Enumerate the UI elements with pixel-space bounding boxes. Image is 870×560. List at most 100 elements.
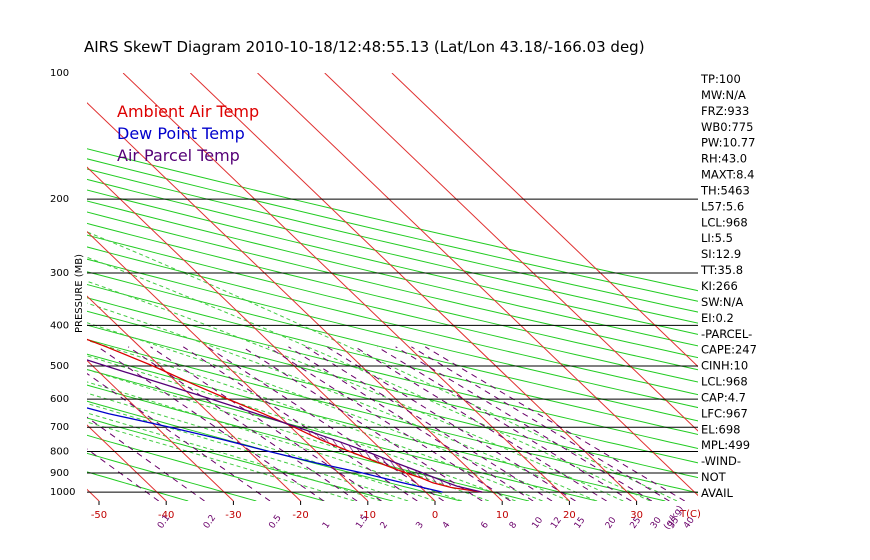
moist-adiabat	[87, 392, 436, 501]
dry-adiabat	[87, 158, 698, 302]
dry-adiabat	[87, 258, 698, 409]
dry-adiabat	[87, 417, 393, 501]
isotherm	[122, 73, 570, 501]
bottom-temp-tick-label: -50	[91, 510, 107, 521]
mixing-ratio-line	[354, 346, 607, 501]
mixing-ratio-line	[288, 346, 534, 501]
bottom-temp-tick-label: -30	[225, 510, 241, 521]
dry-adiabat	[87, 168, 698, 313]
mixing-ratio-line	[150, 346, 382, 501]
pressure-tick-label: 300	[50, 268, 69, 279]
dry-adiabat	[87, 222, 698, 371]
mixing-ratio-label: 0.5	[267, 513, 283, 530]
dry-adiabat	[87, 246, 698, 396]
mixing-ratio-label: 2	[379, 520, 390, 530]
mixing-ratio-line	[305, 346, 553, 501]
mixing-ratio-line	[424, 346, 686, 501]
isotherm	[189, 73, 637, 501]
bottom-temp-tick-label: 30	[630, 510, 643, 521]
stability-index: NOT	[701, 470, 727, 484]
stability-index: LFC:967	[701, 406, 748, 420]
mixing-ratio-line	[376, 346, 632, 501]
dry-adiabat	[87, 434, 325, 501]
mixing-ratio-line	[97, 346, 325, 501]
isotherm	[0, 73, 32, 501]
mixing-ratio-line	[87, 416, 205, 501]
pressure-tick-label: 200	[50, 194, 69, 205]
mixing-ratio-line	[411, 346, 670, 501]
mixing-ratio-label: 0.2	[202, 513, 218, 530]
legend-dew-point-temp: Dew Point Temp	[117, 124, 245, 143]
mixing-ratio-line	[395, 346, 653, 501]
dew-point-temp-line	[87, 407, 443, 493]
dry-adiabat	[87, 297, 698, 449]
stability-index: MAXT:8.4	[701, 168, 754, 182]
isotherm	[87, 102, 503, 501]
mixing-ratio-label: 8	[508, 520, 520, 531]
isotherm	[391, 73, 698, 368]
bottom-temp-tick-label: -20	[292, 510, 308, 521]
mixing-ratio-line	[241, 346, 483, 501]
dry-adiabat	[87, 452, 257, 501]
pressure-tick-label: 400	[50, 320, 69, 331]
stability-index: RH:43.0	[701, 152, 747, 166]
moist-adiabat	[87, 355, 516, 501]
mixing-ratio-line	[127, 346, 358, 501]
mixing-ratio-line	[87, 372, 271, 501]
stability-index: CAP:4.7	[701, 390, 746, 404]
mixing-ratio-line	[182, 346, 418, 501]
stability-index: LCL:968	[701, 375, 748, 389]
dry-adiabat	[87, 211, 698, 359]
stability-index: TH:5463	[700, 183, 750, 197]
isotherm	[324, 73, 698, 432]
moist-adiabat	[87, 339, 543, 501]
moist-adiabat	[87, 402, 409, 501]
stability-index: SI:12.9	[701, 247, 741, 261]
dry-adiabat	[87, 178, 698, 324]
isotherm	[87, 295, 301, 501]
chart-axes: 1002003004005006007008009001000-120-110-…	[50, 68, 697, 531]
cape-area	[293, 426, 457, 486]
stability-index: -PARCEL-	[701, 327, 752, 341]
dry-adiabat	[87, 353, 666, 501]
mixing-ratio-line	[267, 346, 511, 501]
pressure-tick-label: 1000	[50, 487, 75, 498]
pressure-tick-label: 700	[50, 422, 69, 433]
stability-index: TT:35.8	[700, 263, 743, 277]
stability-indices: TP:100 MW:N/A FRZ:933 WB0:775 PW:10.77 RH:43.…	[700, 72, 757, 500]
moist-adiabat	[87, 369, 489, 501]
chart-title: AIRS SkewT Diagram 2010-10-18/12:48:55.1…	[84, 38, 645, 56]
isotherm	[87, 359, 234, 501]
mixing-ratio-line	[87, 448, 160, 501]
dry-adiabat	[87, 200, 698, 347]
mixing-ratio-label: 1	[321, 520, 332, 530]
bottom-temp-tick-label: 10	[496, 510, 509, 521]
stability-index: LI:5.5	[701, 231, 733, 245]
stability-index: -WIND-	[701, 454, 741, 468]
dry-adiabat	[87, 148, 698, 292]
stability-index: PW:10.77	[701, 136, 755, 150]
stability-index: LCL:968	[701, 215, 748, 229]
dry-adiabat	[87, 338, 698, 494]
stability-index: SW:N/A	[701, 295, 743, 309]
isotherm	[87, 230, 369, 501]
bottom-temp-tick-label: -40	[158, 510, 174, 521]
x-axis-label: T(C)	[679, 509, 701, 520]
isotherm	[87, 166, 436, 501]
moist-adiabat	[87, 421, 355, 501]
bottom-temp-tick-label: 0	[432, 510, 438, 521]
pressure-tick-label: 100	[50, 68, 69, 79]
isotherm	[87, 424, 167, 501]
mixing-ratio-label: 6	[479, 520, 491, 531]
stability-index: MW:N/A	[701, 88, 746, 102]
stability-index: AVAIL	[701, 486, 734, 500]
stability-index: WB0:775	[701, 120, 753, 134]
pressure-tick-label: 500	[50, 361, 69, 372]
pressure-tick-label: 900	[50, 468, 69, 479]
pressure-tick-label: 800	[50, 447, 69, 458]
pressure-tick-label: 600	[50, 394, 69, 405]
dry-adiabat	[87, 234, 698, 383]
mixing-ratio-label: 3	[415, 520, 426, 530]
mixing-ratio-line	[326, 346, 576, 501]
